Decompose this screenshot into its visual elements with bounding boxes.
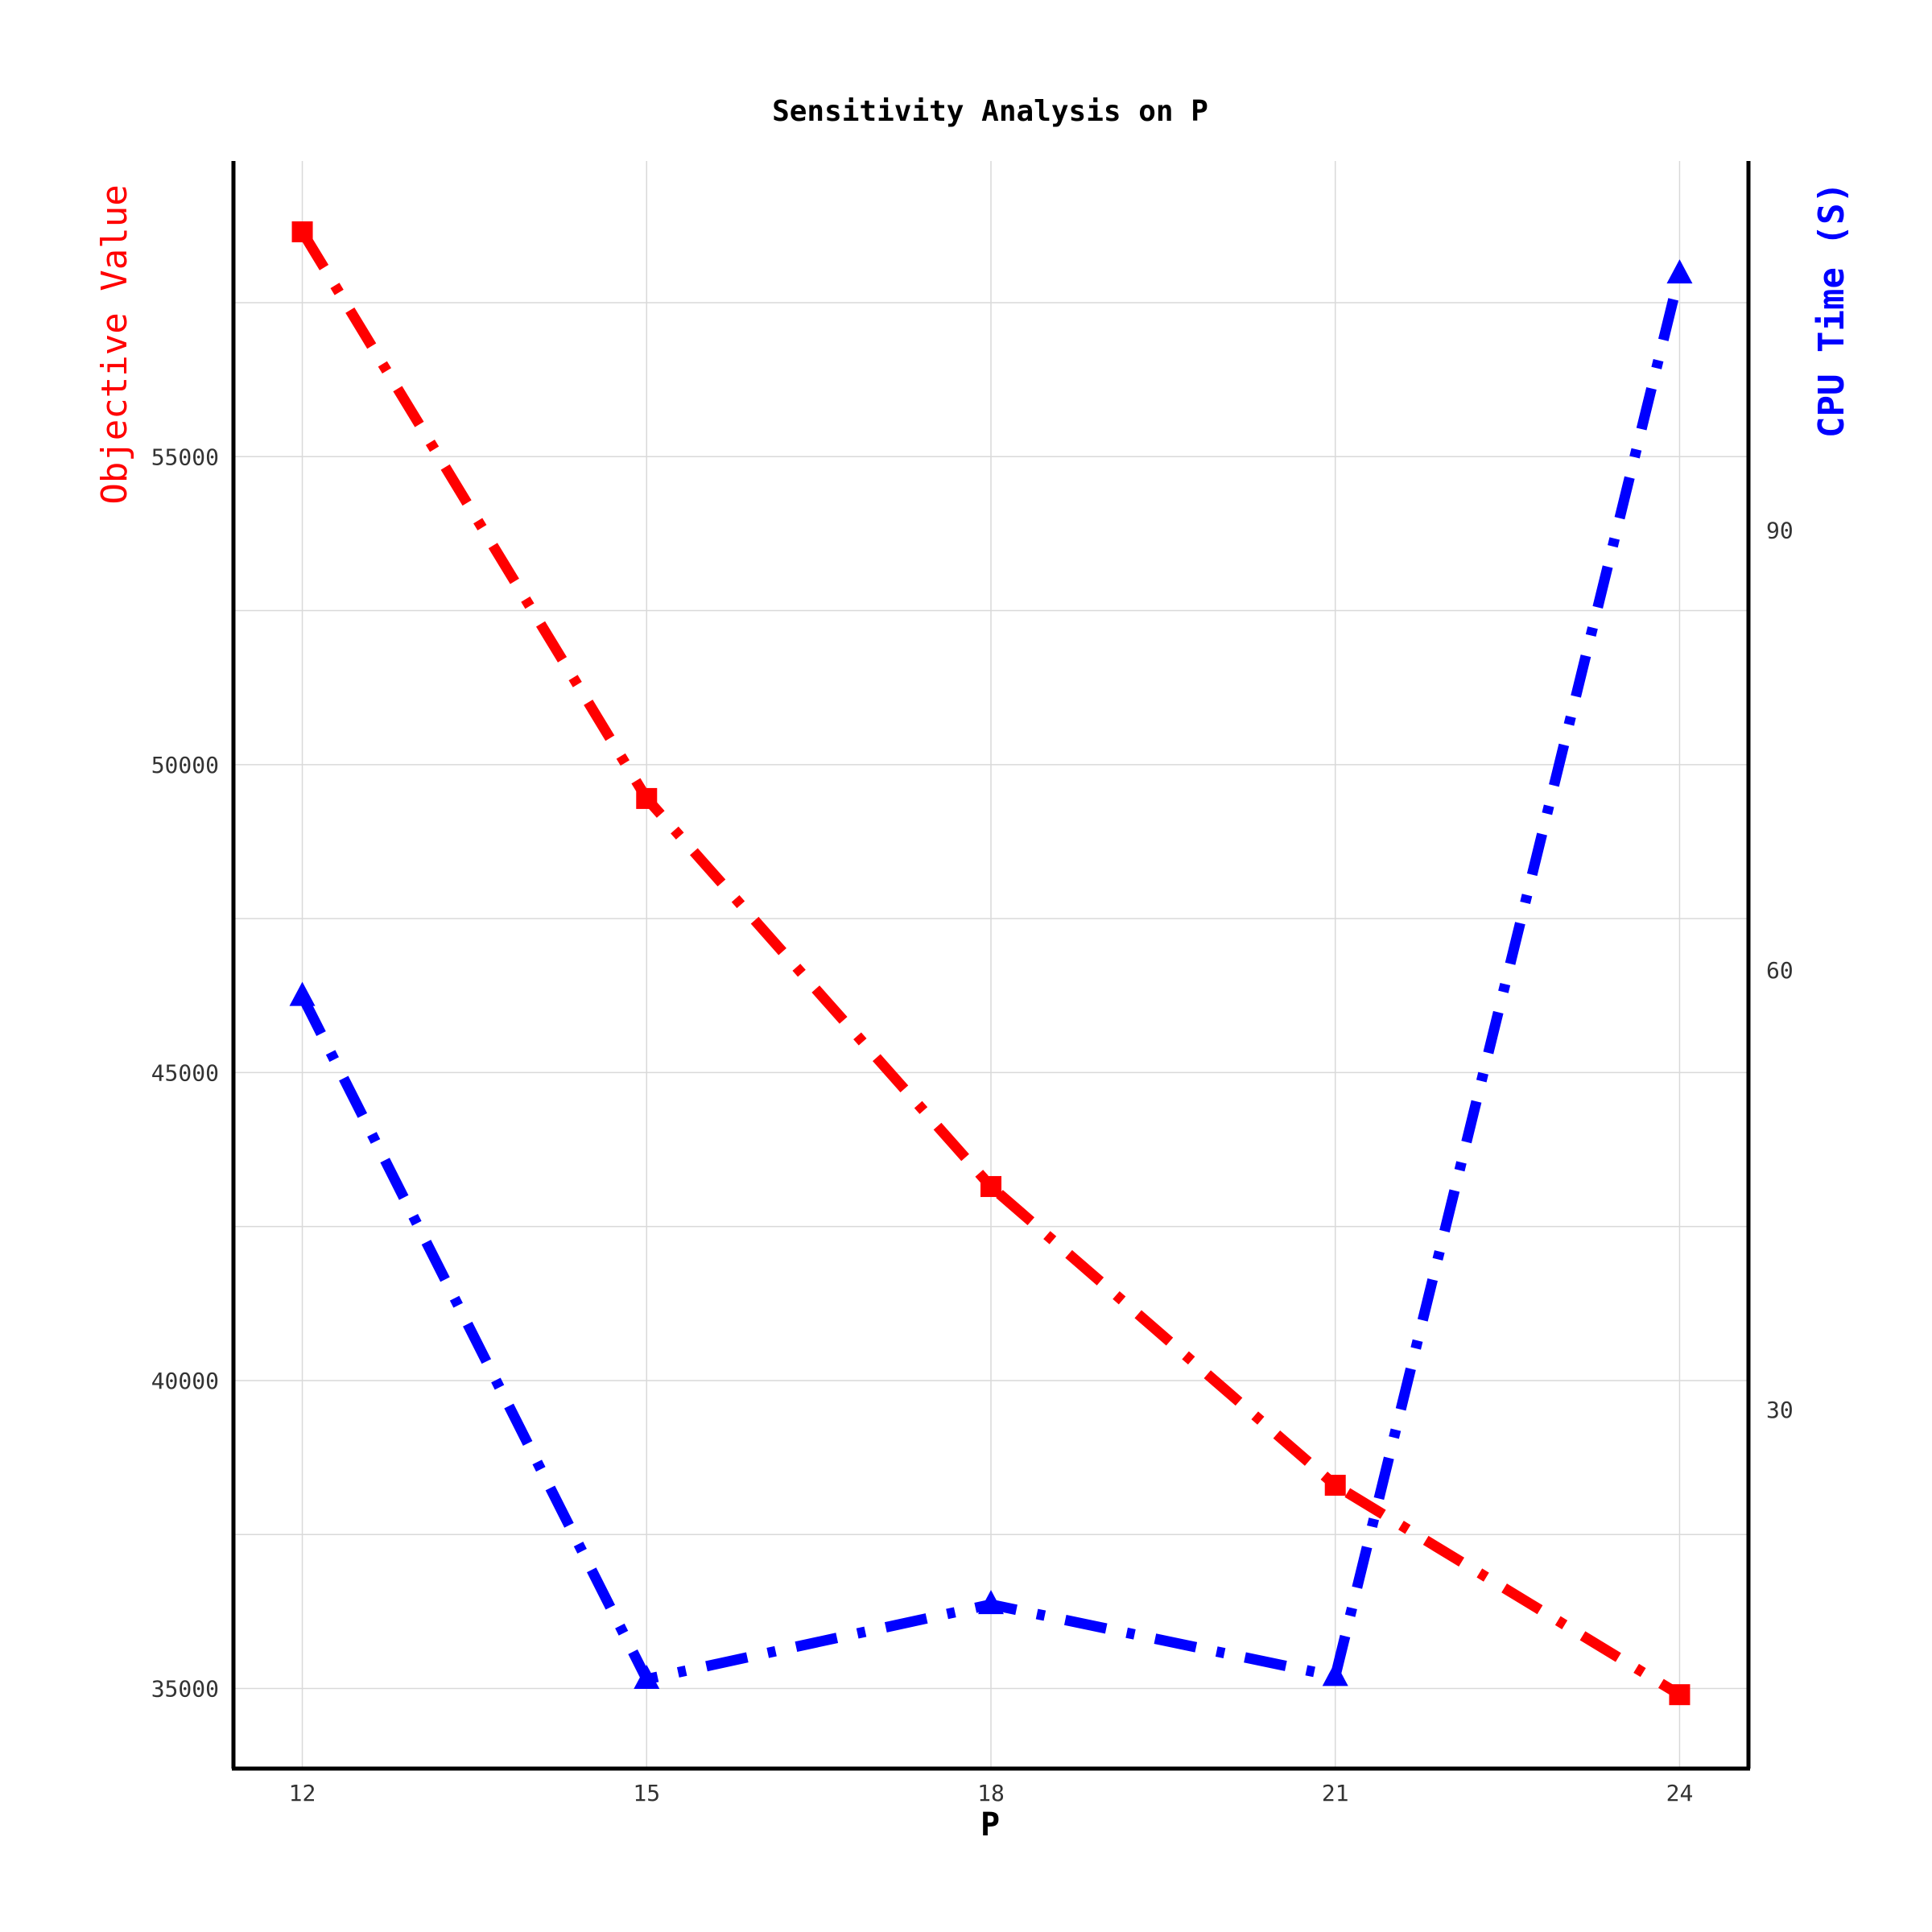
- left-y-tick-label: 55000: [151, 444, 219, 470]
- data-point-square: [1669, 1684, 1690, 1706]
- data-point-triangle: [634, 1664, 660, 1689]
- x-tick-label: 21: [1322, 1780, 1349, 1806]
- x-axis-label: P: [980, 1806, 1000, 1843]
- data-point-triangle: [289, 981, 316, 1006]
- x-tick-label: 12: [289, 1780, 316, 1806]
- data-point-triangle: [1666, 259, 1693, 284]
- data-point-triangle: [978, 1590, 1004, 1615]
- objective-value-series-line: [297, 229, 1682, 1699]
- grid-lines: [233, 161, 1748, 1769]
- chart-title: Sensitivity Analysis on P: [772, 95, 1208, 128]
- data-point-square: [291, 221, 313, 242]
- left-y-axis-label: Objective Value: [94, 184, 135, 504]
- x-tick-label: 24: [1666, 1780, 1694, 1806]
- data-point-square: [1324, 1475, 1346, 1496]
- tick-labels: 12 15 18 21 24 35000 40000 45000 50000 55000 30 60 9…: [151, 444, 1794, 1806]
- cpu-time-series: [289, 259, 1693, 1689]
- x-tick-label: 18: [977, 1780, 1005, 1806]
- x-tick-label: 15: [633, 1780, 660, 1806]
- series-layer: [289, 221, 1693, 1706]
- data-point-triangle: [1322, 1662, 1348, 1686]
- axes: [231, 161, 1751, 1771]
- left-y-tick-label: 50000: [151, 752, 219, 778]
- data-point-square: [980, 1175, 1001, 1197]
- left-y-tick-label: 40000: [151, 1368, 219, 1394]
- right-y-tick-label: 90: [1766, 518, 1794, 544]
- right-y-tick-label: 60: [1766, 957, 1794, 984]
- right-y-tick-label: 30: [1766, 1397, 1794, 1423]
- objective-value-series: [291, 221, 1690, 1706]
- left-y-tick-label: 45000: [151, 1059, 219, 1086]
- left-y-tick-label: 35000: [151, 1676, 219, 1703]
- right-y-axis-label: CPU Time (S): [1811, 182, 1852, 438]
- data-point-square: [636, 787, 658, 809]
